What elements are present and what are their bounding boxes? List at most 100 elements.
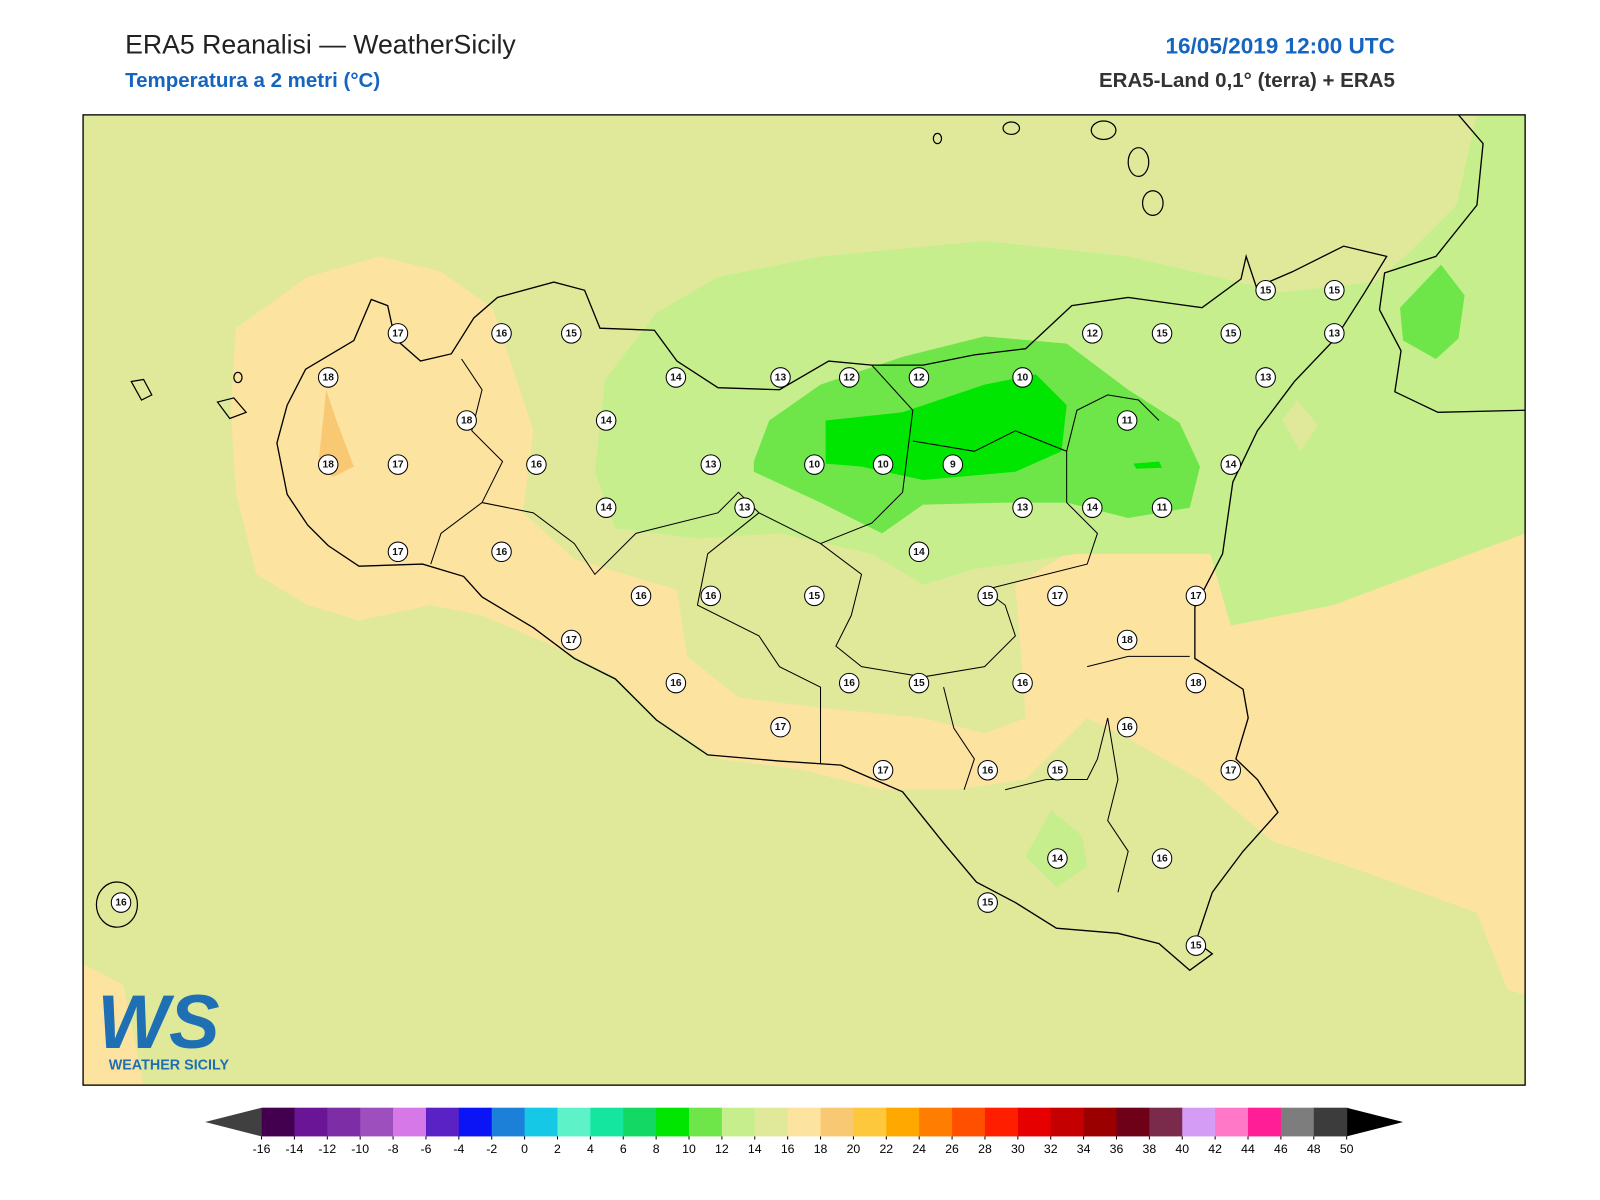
station-marker xyxy=(734,497,755,518)
station: 15 xyxy=(977,585,998,607)
station-value: 16 xyxy=(635,591,647,602)
contour-10 xyxy=(1400,264,1465,359)
station-marker xyxy=(1255,279,1276,301)
colorbar-tick-label: 10 xyxy=(682,1142,696,1156)
colorbar-tick-label: 22 xyxy=(879,1142,893,1156)
station-marker xyxy=(561,629,582,651)
subtitle: Temperatura a 2 metri (°C) xyxy=(125,69,380,92)
station-value: 15 xyxy=(1329,285,1341,296)
station: 17 xyxy=(872,759,894,781)
station-value: 16 xyxy=(982,765,994,776)
colorbar-tick-label: 32 xyxy=(1044,1142,1058,1156)
station-marker xyxy=(456,410,477,431)
station-marker xyxy=(1082,323,1103,344)
colorbar: -16 -14 -12 -10 -8 -6 -4 -2 0 2 4 6 8 10 12 14 16 18 20 22 2… xyxy=(205,1107,1404,1156)
station-marker xyxy=(908,367,930,388)
station-marker xyxy=(665,367,687,388)
station: 17 xyxy=(387,541,409,563)
calabria-coast xyxy=(1378,114,1526,413)
station: 15 xyxy=(1047,759,1068,781)
colorbar-tick-label: 16 xyxy=(781,1142,795,1156)
colorbar-tick-label: -16 xyxy=(253,1142,271,1156)
colorbar-swatch xyxy=(656,1107,690,1137)
colorbar-tick-label: 18 xyxy=(814,1142,828,1156)
station-marker xyxy=(1220,759,1242,781)
map-frame xyxy=(82,114,1526,1086)
station-value: 15 xyxy=(1190,941,1202,952)
station: 13 xyxy=(1255,367,1276,388)
station-marker xyxy=(1255,367,1276,388)
station: 18 xyxy=(317,454,339,475)
colorbar-tick-label: 0 xyxy=(521,1142,528,1156)
station-value: 15 xyxy=(982,898,994,909)
station-value: 17 xyxy=(392,547,404,558)
station-marker xyxy=(804,585,825,607)
colorbar-tick-label: 46 xyxy=(1274,1142,1288,1156)
province-boundary xyxy=(430,358,1190,893)
station-value: 16 xyxy=(1121,722,1133,733)
station-value: 12 xyxy=(1087,328,1099,339)
station: 17 xyxy=(1185,585,1207,607)
station-value: 13 xyxy=(775,372,787,383)
source: ERA5-Land 0,1° (terra) + ERA5 xyxy=(1099,69,1395,92)
station-marker xyxy=(526,454,547,475)
station-value: 16 xyxy=(1156,853,1168,864)
colorbar-swatch xyxy=(1248,1107,1282,1137)
station-value: 16 xyxy=(496,547,508,558)
station-value: 13 xyxy=(1017,503,1029,514)
station-marker xyxy=(700,585,722,607)
station-marker xyxy=(1151,497,1173,518)
station: 10 xyxy=(872,454,894,475)
station-marker xyxy=(770,716,791,738)
colorbar-swatch xyxy=(1116,1107,1150,1137)
station-value: 14 xyxy=(1052,853,1064,864)
station-marker xyxy=(387,541,409,563)
station-value: 17 xyxy=(1052,591,1064,602)
station-value: 12 xyxy=(844,372,856,383)
station-marker xyxy=(491,323,512,344)
station-marker xyxy=(1012,367,1033,388)
station-marker xyxy=(630,585,652,607)
station-value: 10 xyxy=(877,460,889,471)
colorbar-swatch xyxy=(853,1107,887,1137)
station: 16 xyxy=(110,892,132,913)
station-marker xyxy=(872,759,894,781)
station-value: 14 xyxy=(670,372,682,383)
colorbar-swatch xyxy=(1313,1107,1348,1137)
colorbar-swatch xyxy=(721,1107,756,1137)
station-marker xyxy=(1047,848,1068,869)
stations: 17 16 15 18 18 14 18 17 16 14 13 12 12 10 12 15 15 15 15 13… xyxy=(110,279,1345,956)
station-value: 16 xyxy=(115,898,127,909)
colorbar-tick-label: 24 xyxy=(912,1142,926,1156)
station: 12 xyxy=(838,367,860,388)
logo: WS WEATHER SICILY xyxy=(97,980,229,1074)
coastline xyxy=(276,245,1388,972)
station: 14 xyxy=(595,497,617,518)
colorbar-tick-label: 38 xyxy=(1143,1142,1157,1156)
station-value: 14 xyxy=(600,416,612,427)
contour-16 xyxy=(83,964,144,1086)
colorbar-swatch xyxy=(886,1107,920,1137)
station-value: 15 xyxy=(809,591,821,602)
colorbar-tick-label: -12 xyxy=(318,1142,336,1156)
station: 12 xyxy=(908,367,930,388)
station-marker xyxy=(700,454,722,475)
colorbar-tick-label: 34 xyxy=(1077,1142,1091,1156)
station-marker xyxy=(872,454,894,475)
station: 15 xyxy=(1324,279,1345,301)
station-marker xyxy=(1324,323,1345,344)
station: 16 xyxy=(977,759,998,781)
colorbar-swatch xyxy=(1083,1107,1118,1137)
station-value: 15 xyxy=(913,678,925,689)
station-marker xyxy=(977,759,998,781)
station-value: 13 xyxy=(1329,328,1341,339)
colorbar-over xyxy=(1346,1107,1404,1137)
station: 17 xyxy=(561,629,582,651)
station-marker xyxy=(1047,585,1068,607)
station-marker xyxy=(770,367,791,388)
station-marker xyxy=(804,454,825,475)
colorbar-swatch xyxy=(1215,1107,1249,1137)
station-marker xyxy=(1082,497,1103,518)
colorbar-tick-label: 28 xyxy=(978,1142,992,1156)
date: 16/05/2019 12:00 UTC xyxy=(1165,33,1394,58)
